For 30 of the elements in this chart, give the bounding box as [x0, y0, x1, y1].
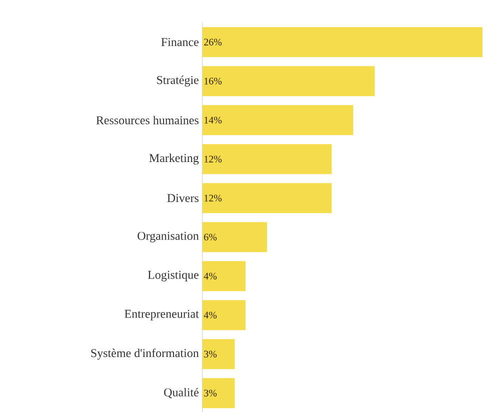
data-label: 3% — [204, 350, 217, 358]
y-tick-label: Système d'information — [91, 348, 199, 360]
data-label: 4% — [204, 312, 217, 318]
bar — [202, 144, 332, 174]
y-tick-label: Stratégie — [157, 76, 199, 87]
bar — [202, 378, 235, 408]
data-label: 4% — [204, 272, 217, 280]
bar — [202, 105, 354, 136]
bar — [202, 222, 268, 252]
data-label: 14% — [204, 116, 222, 124]
bar — [202, 183, 332, 214]
y-tick-label: Divers — [167, 194, 198, 202]
y-tick-label: Ressources humaines — [96, 116, 198, 124]
y-tick-label: Entrepreneuriat — [124, 310, 199, 320]
y-tick-label: Organisation — [138, 232, 199, 242]
data-label: 3% — [204, 390, 217, 396]
bar — [202, 27, 482, 58]
bar — [202, 261, 246, 292]
data-label: 26% — [204, 38, 222, 46]
y-tick-label: Marketing — [149, 154, 199, 165]
y-tick-label: Qualité — [164, 388, 199, 398]
data-label: 6% — [204, 234, 217, 240]
data-label: 12% — [204, 194, 222, 202]
data-label: 12% — [204, 156, 222, 162]
bar — [202, 339, 235, 370]
y-tick-label: Logistique — [148, 270, 199, 282]
y-tick-label: Finance — [161, 38, 199, 46]
bar — [202, 66, 375, 96]
data-label: 16% — [204, 78, 222, 84]
bar — [202, 300, 246, 330]
